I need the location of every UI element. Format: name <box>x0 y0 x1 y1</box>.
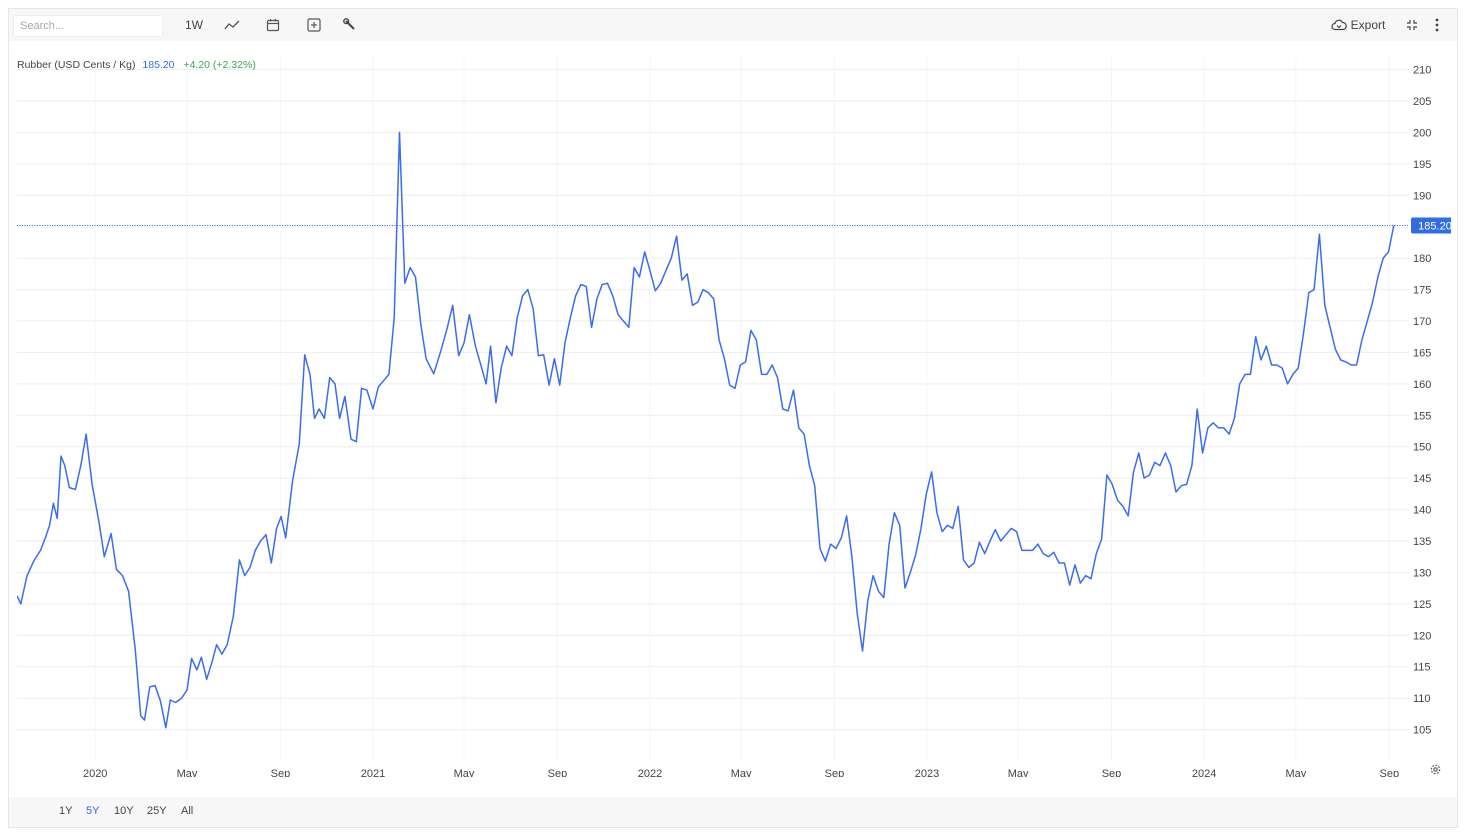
legend-last: 185.20 <box>142 59 174 71</box>
y-tick-label: 150 <box>1413 442 1431 454</box>
y-tick-label: 180 <box>1413 253 1431 265</box>
y-tick-label: 190 <box>1413 190 1431 202</box>
y-tick-label: 135 <box>1413 536 1431 548</box>
y-tick-label: 165 <box>1413 347 1431 359</box>
range-25y-button[interactable]: 25Y <box>147 805 167 817</box>
range-all-button[interactable]: All <box>181 805 194 817</box>
toolbar: 1W Export <box>9 9 1457 41</box>
y-tick-label: 130 <box>1413 567 1431 579</box>
y-tick-label: 125 <box>1413 599 1431 611</box>
y-tick-label: 175 <box>1413 285 1431 297</box>
x-tick-label: 2024 <box>1192 768 1216 777</box>
x-tick-label: 2023 <box>915 768 939 777</box>
chart-widget: 1W Export 2020 May Sep 2021 May Sep 2022 May Sep… <box>8 8 1458 828</box>
legend-name: Rubber (USD Cents / Kg) <box>17 59 135 71</box>
range-1y-button[interactable]: 1Y <box>59 805 73 817</box>
search-input[interactable] <box>13 15 163 37</box>
x-tick-label: Sep <box>1380 768 1400 777</box>
y-tick-label: 120 <box>1413 630 1431 642</box>
gear-icon[interactable] <box>1427 761 1443 777</box>
range-selector: 1Y 5Y 10Y 25Y All <box>9 797 1457 827</box>
more-vertical-icon[interactable] <box>1429 15 1445 35</box>
x-tick-label: May <box>454 768 475 777</box>
calendar-icon[interactable] <box>262 15 284 35</box>
line-chart-icon[interactable] <box>221 15 243 35</box>
legend: Rubber (USD Cents / Kg) 185.20 +4.20 (+2… <box>17 59 256 71</box>
x-tick-label: May <box>177 768 198 777</box>
export-button[interactable]: Export <box>1325 15 1391 35</box>
range-10y-button[interactable]: 10Y <box>114 805 134 817</box>
x-tick-label: 2020 <box>83 768 107 777</box>
grid-lines <box>17 57 1409 761</box>
x-tick-label: 2022 <box>638 768 662 777</box>
x-tick-label: May <box>1286 768 1307 777</box>
y-tick-label: 105 <box>1413 725 1431 737</box>
x-axis: 2020 May Sep 2021 May Sep 2022 May Sep 2023 May Sep… <box>83 768 1399 777</box>
y-tick-label: 110 <box>1413 693 1431 705</box>
price-chart[interactable]: 2020 May Sep 2021 May Sep 2022 May Sep 2023 May Sep… <box>17 17 1451 777</box>
legend-change: +4.20 (+2.32%) <box>183 59 255 71</box>
x-tick-label: May <box>1008 768 1029 777</box>
x-tick-label: 2021 <box>361 768 385 777</box>
last-value-badge: 185.20 <box>1411 217 1451 234</box>
y-tick-label: 195 <box>1413 159 1431 171</box>
y-tick-label: 155 <box>1413 410 1431 422</box>
x-tick-label: Sep <box>1102 768 1122 777</box>
range-5y-button[interactable]: 5Y <box>86 805 100 817</box>
y-tick-label: 140 <box>1413 505 1431 517</box>
collapse-icon[interactable] <box>1401 15 1423 35</box>
cloud-download-icon <box>1331 19 1347 31</box>
y-tick-label: 170 <box>1413 316 1431 328</box>
series-line <box>17 131 1395 729</box>
y-axis: 105 110 115 120 125 130 135 140 145 150 155 160 165 1… <box>1413 65 1431 737</box>
y-tick-label: 145 <box>1413 473 1431 485</box>
x-tick-label: May <box>731 768 752 777</box>
y-tick-label: 210 <box>1413 65 1431 77</box>
add-icon[interactable] <box>303 15 325 35</box>
wrench-icon[interactable] <box>339 15 361 35</box>
y-tick-label: 200 <box>1413 127 1431 139</box>
y-tick-label: 115 <box>1413 662 1431 674</box>
y-tick-label: 160 <box>1413 379 1431 391</box>
interval-button[interactable]: 1W <box>185 18 203 32</box>
x-tick-label: Sep <box>271 768 291 777</box>
last-value-label: 185.20 <box>1418 221 1451 233</box>
x-tick-label: Sep <box>825 768 845 777</box>
y-tick-label: 205 <box>1413 96 1431 108</box>
x-tick-label: Sep <box>548 768 568 777</box>
export-label: Export <box>1350 18 1386 32</box>
